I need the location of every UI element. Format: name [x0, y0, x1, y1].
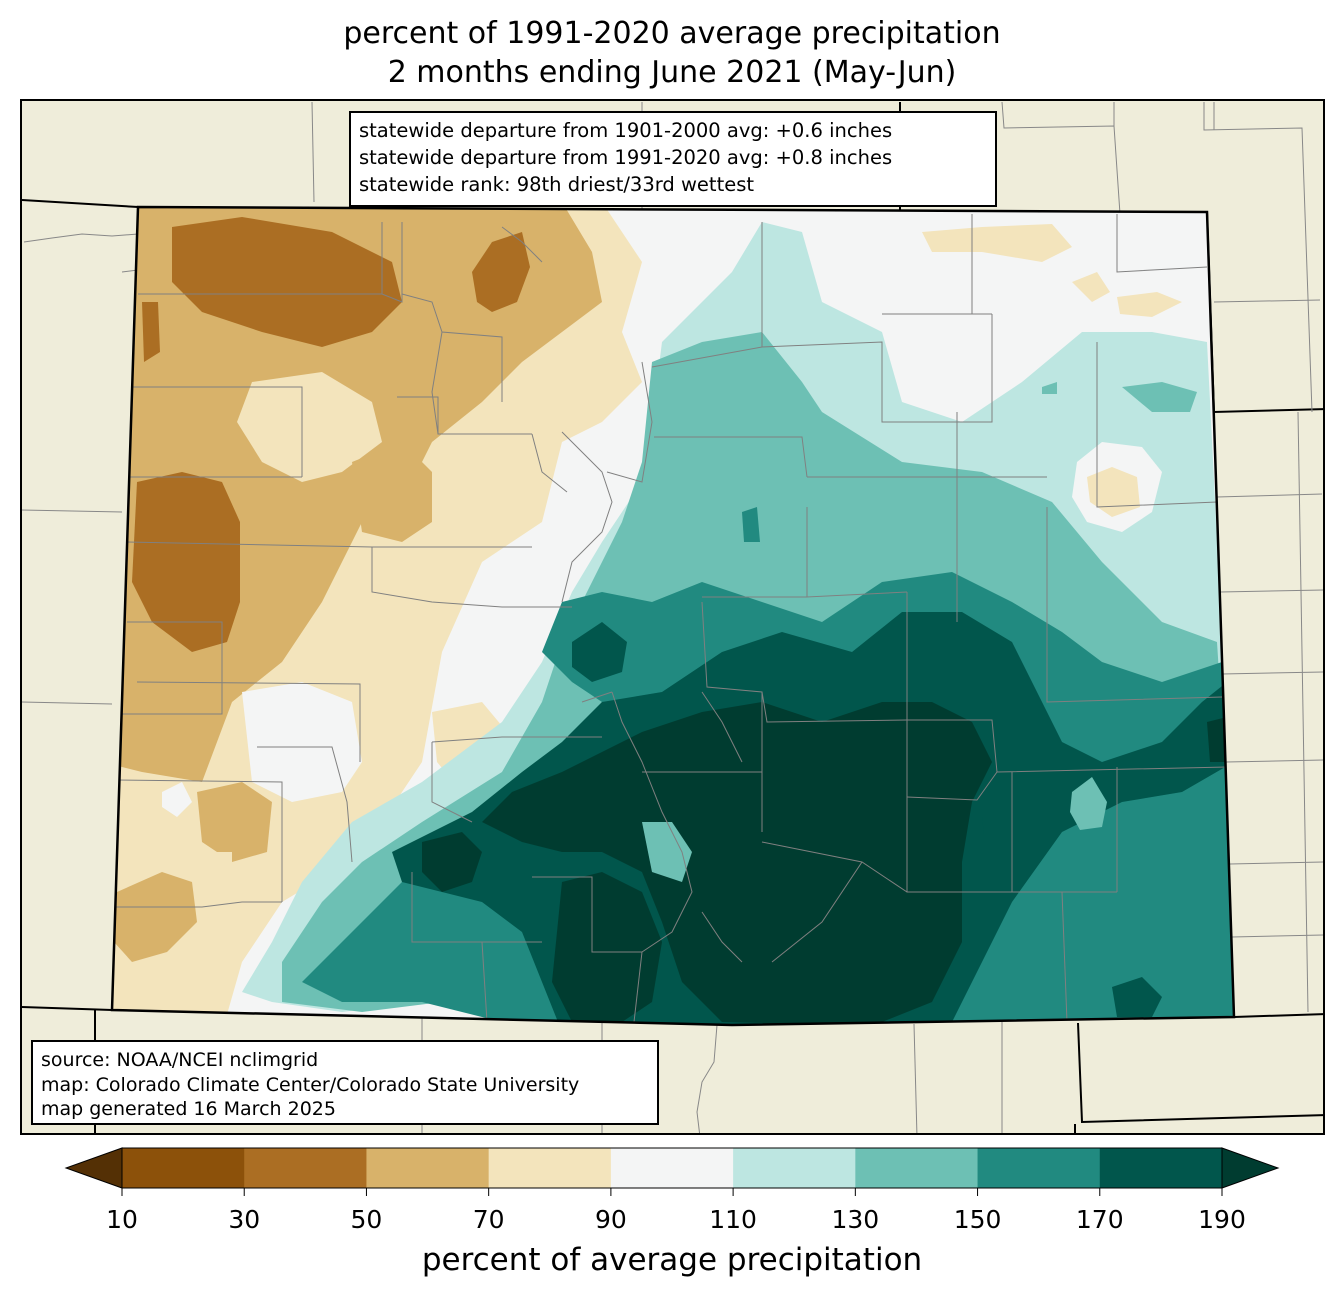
- colorbar-tick-label: 50: [351, 1205, 383, 1234]
- colorbar-tick-label: 30: [228, 1205, 260, 1234]
- colorado-outline: [110, 205, 1236, 1027]
- colorbar-tick-label: 10: [106, 1205, 138, 1234]
- colorbar-segments: [64, 1147, 1280, 1189]
- colorbar-tick-label: 110: [709, 1205, 757, 1234]
- county-lines: [112, 214, 1234, 1023]
- colorbar-label: percent of average precipitation: [421, 1242, 923, 1278]
- precip-contours: [112, 207, 1234, 1025]
- colorbar-segment: [122, 1148, 245, 1188]
- colorbar-outline: [121, 1147, 1223, 1189]
- colorbar-segment: [733, 1148, 856, 1188]
- colorbar-segment: [488, 1148, 612, 1188]
- source-box: source: NOAA/NCEI nclimgrid map: Colorad…: [31, 1040, 659, 1125]
- colorbar-segment: [610, 1148, 734, 1188]
- stats-departure-1901-2000: statewide departure from 1901-2000 avg: …: [359, 119, 893, 142]
- stats-rank: statewide rank: 98th driest/33rd wettest: [359, 173, 755, 196]
- colorbar-segment: [977, 1148, 1101, 1188]
- map-title-line1: percent of 1991-2020 average precipitati…: [343, 16, 1001, 51]
- colorbar-segment: [855, 1148, 979, 1188]
- colorbar-tick-label: 190: [1198, 1205, 1246, 1234]
- colorbar-tick-label: 170: [1076, 1205, 1124, 1234]
- colorbar-segment: [366, 1148, 490, 1188]
- statewide-stats-box: statewide departure from 1901-2000 avg: …: [349, 111, 997, 207]
- generated-date-line: map generated 16 March 2025: [41, 1098, 336, 1120]
- stats-departure-1991-2020: statewide departure from 1991-2020 avg: …: [359, 146, 893, 169]
- colorbar-ticks: 10 30 50 70 90 110 130 150 170 190: [106, 1188, 1246, 1234]
- colorbar-tick-label: 150: [954, 1205, 1002, 1234]
- colorbar-over-arrow: [1221, 1147, 1280, 1189]
- colorbar-segment: [244, 1148, 367, 1188]
- colorbar-under-arrow: [64, 1147, 123, 1189]
- map-panel: [20, 99, 1325, 1135]
- colorbar-tick-label: 90: [595, 1205, 627, 1234]
- source-line: source: NOAA/NCEI nclimgrid: [41, 1049, 319, 1071]
- colorbar-segment: [1099, 1148, 1223, 1188]
- colorbar: 10 30 50 70 90 110 130 150 170 190: [64, 1147, 1280, 1234]
- colorbar-tick-label: 130: [831, 1205, 879, 1234]
- map-title-line2: 2 months ending June 2021 (May-Jun): [387, 55, 957, 90]
- precipitation-map: [22, 101, 1323, 1133]
- map-credit-line: map: Colorado Climate Center/Colorado St…: [41, 1073, 580, 1096]
- colorbar-tick-label: 70: [473, 1205, 505, 1234]
